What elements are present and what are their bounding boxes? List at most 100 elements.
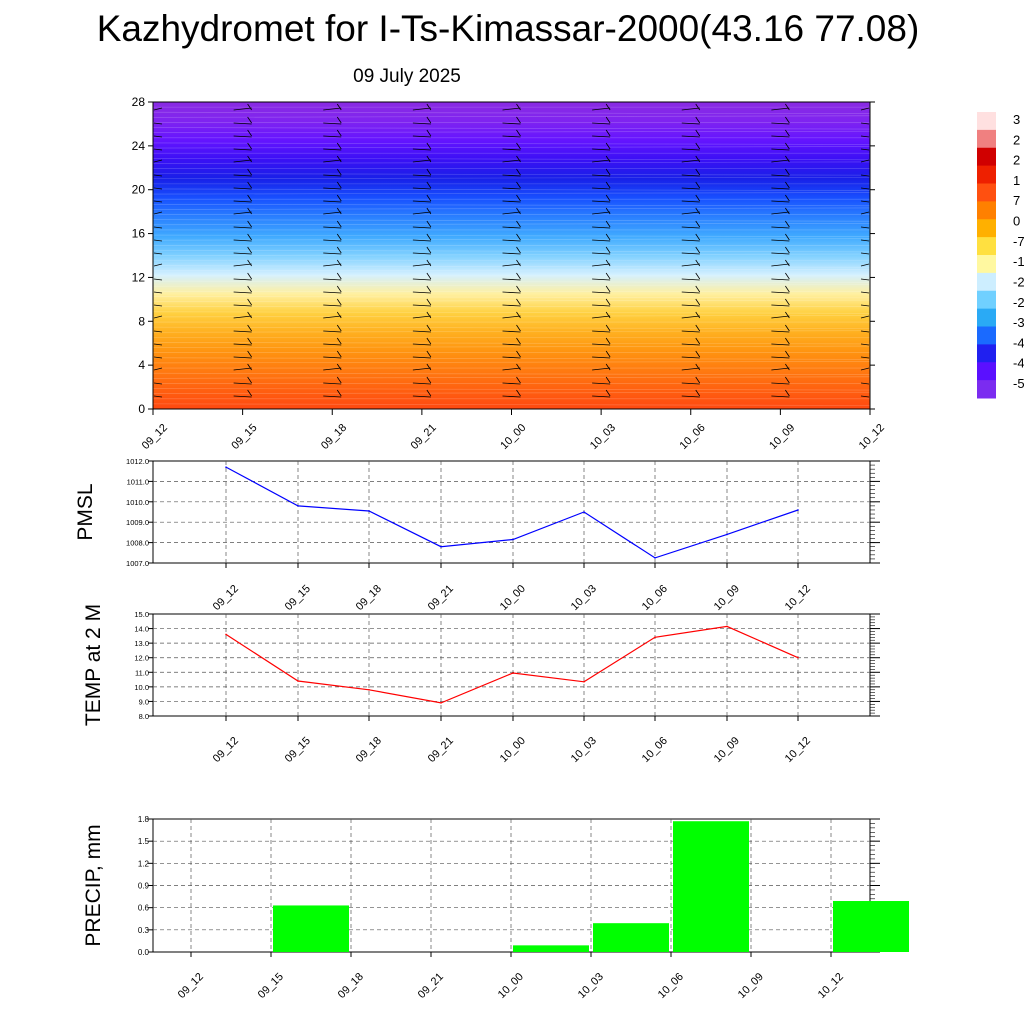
y-tick-label: 13.0 (134, 639, 149, 648)
wind-barb (681, 226, 700, 229)
wind-barb (592, 226, 611, 229)
y-tick-label: 0.9 (138, 882, 150, 891)
wind-barb-flag (785, 272, 790, 280)
wind-barb (153, 382, 163, 385)
wind-barb-flag (247, 350, 252, 358)
wind-barb (233, 107, 252, 111)
wind-barb (860, 200, 870, 203)
wind-barb (771, 330, 790, 333)
data-point (440, 702, 442, 704)
wind-barb-flag (605, 324, 611, 332)
wind-barb (323, 200, 342, 203)
wind-barb (860, 107, 870, 111)
wind-barb-flag (785, 207, 790, 215)
wind-barb-flag (695, 246, 701, 254)
wind-barb (233, 304, 252, 307)
contour-line (152, 253, 871, 256)
wind-barb (412, 200, 431, 203)
wind-barb (502, 159, 521, 163)
wind-barb (592, 304, 611, 307)
colorbar-segment (977, 129, 996, 149)
colorbar-segment (977, 147, 996, 167)
wind-barb-flag (336, 168, 342, 176)
x-tick-label: 09_18 (354, 735, 384, 765)
wind-barb-flag (605, 337, 611, 345)
wind-barb (412, 315, 431, 319)
wind-barb (771, 278, 790, 281)
wind-barb (233, 382, 252, 385)
wind-barb-flag (785, 233, 790, 241)
wind-barb-flag (336, 155, 342, 163)
wind-barb-column (771, 103, 790, 398)
wind-barb (323, 382, 342, 385)
y-tick-label: 0.6 (138, 904, 150, 913)
wind-barb-flag (605, 272, 611, 280)
y-tick-label: 4 (138, 358, 145, 372)
wind-barb (153, 367, 163, 371)
wind-barb-flag (785, 311, 790, 319)
wind-barb-flag (605, 298, 611, 306)
wind-barb (681, 211, 700, 215)
wind-barb (860, 239, 870, 242)
wind-barb (771, 159, 790, 163)
wind-barb-flag (516, 272, 521, 280)
wind-barb (771, 239, 790, 242)
x-tick-label: 10_12 (816, 971, 846, 1001)
y-tick-label: 24 (132, 139, 146, 153)
colorbar-label: -1 (1013, 254, 1024, 269)
wind-barb-flag (605, 155, 611, 163)
x-tick-label: 09_15 (256, 971, 286, 1001)
wind-barb (323, 174, 342, 177)
wind-barb-flag (426, 207, 432, 215)
data-point (297, 680, 299, 682)
wind-barb (860, 135, 870, 138)
y-tick-label: 10.0 (134, 683, 149, 692)
x-tick-label: 09_18 (336, 971, 366, 1001)
wind-barb-flag (516, 207, 521, 215)
contour-line (152, 173, 871, 176)
x-tick-label: 10_06 (656, 971, 686, 1001)
wind-barb-flag (247, 285, 252, 293)
wind-barb-flag (247, 155, 252, 163)
wind-barb (592, 291, 611, 294)
data-point (583, 511, 585, 513)
wind-barb-flag (785, 168, 790, 176)
wind-barb (233, 330, 252, 333)
wind-barb-flag (785, 103, 790, 111)
wind-barb-flag (247, 376, 252, 384)
data-point (440, 545, 442, 548)
contour-line (152, 157, 871, 161)
y-tick-label: 16 (132, 227, 146, 241)
wind-barb (592, 200, 611, 203)
wind-barb (681, 315, 700, 319)
wind-barb-flag (605, 129, 611, 137)
wind-barb (592, 278, 611, 281)
wind-barb-flag (247, 168, 252, 176)
wind-barb-flag (605, 389, 611, 397)
wind-barb (681, 252, 700, 255)
wind-barb-flag (426, 142, 432, 150)
wind-barb-flag (695, 194, 701, 202)
contour-line (152, 238, 871, 241)
wind-barb (502, 278, 521, 281)
wind-barb-flag (247, 259, 252, 267)
colorbar-segment (977, 308, 996, 327)
wind-barb (592, 211, 611, 215)
wind-barb (323, 367, 342, 371)
x-tick-label: 10_12 (783, 583, 813, 613)
wind-barb-flag (336, 285, 342, 293)
wind-barb-flag (247, 116, 252, 124)
wind-barb (592, 174, 611, 177)
wind-barb-flag (516, 298, 521, 306)
wind-barb-flag (695, 103, 701, 111)
wind-barb (323, 343, 342, 346)
wind-barb-flag (785, 350, 790, 358)
y-tick-label: 1.8 (138, 815, 150, 824)
wind-barb (153, 135, 163, 138)
wind-barb-flag (336, 116, 342, 124)
wind-barb (592, 382, 611, 385)
x-tick-label: 09_21 (426, 583, 456, 613)
wind-barb (592, 252, 611, 255)
contour-line (152, 161, 871, 164)
wind-barb-flag (336, 181, 342, 189)
